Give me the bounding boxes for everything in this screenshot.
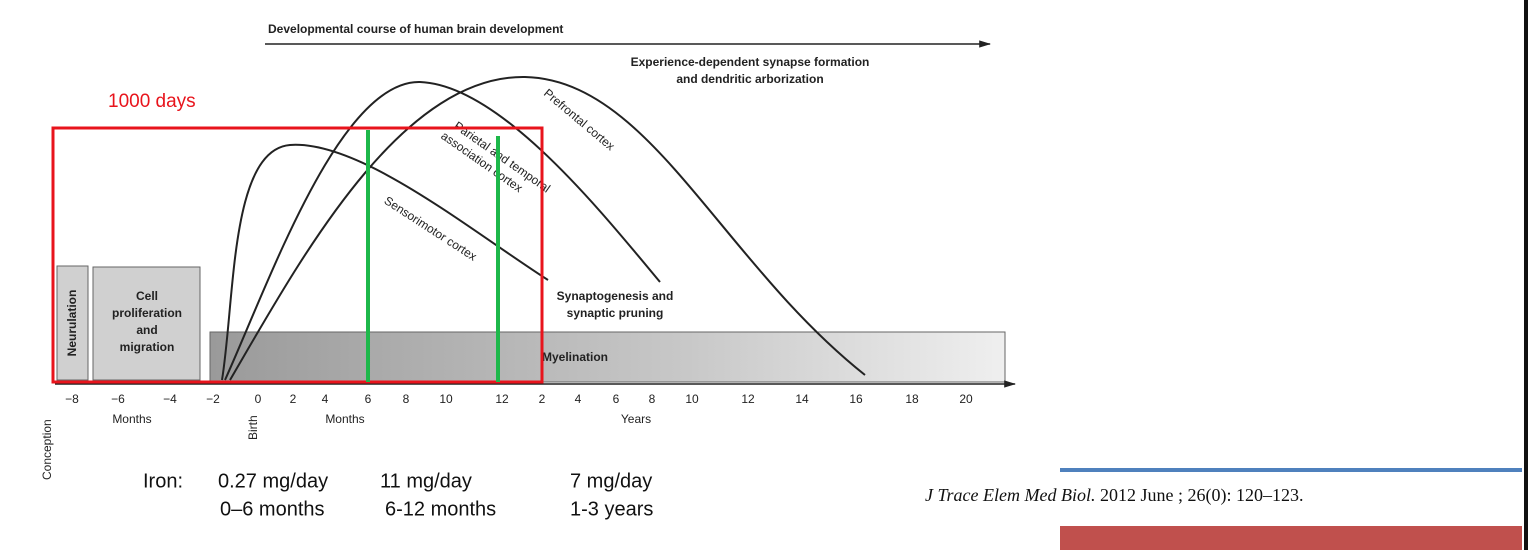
tick-label: −4 [163, 392, 177, 406]
curve-label: Sensorimotor cortex [382, 193, 480, 263]
unit-label: Months [325, 412, 364, 426]
iron-table: Iron: 0.27 mg/day 11 mg/day 7 mg/day 0–6… [143, 470, 653, 520]
highlight-label: 1000 days [108, 91, 196, 112]
unit-label: Years [621, 412, 651, 426]
dose: 7 mg/day [570, 470, 652, 492]
tick-label: 14 [795, 392, 809, 406]
curve [221, 143, 549, 381]
synapse-label: Synaptogenesis and [557, 289, 674, 303]
tick-label: 8 [403, 392, 410, 406]
tick-label: 20 [959, 392, 973, 406]
tick-label: −8 [65, 392, 79, 406]
tick-label: 6 [613, 392, 620, 406]
iron-label: Iron: [143, 470, 183, 492]
tick-label: 18 [905, 392, 919, 406]
top-label: and dendritic arborization [676, 72, 823, 86]
tick-label: 12 [495, 392, 509, 406]
box-label: and [136, 323, 157, 337]
tick-label: 6 [365, 392, 372, 406]
top-label: Experience-dependent synapse formation [631, 55, 870, 69]
age: 1-3 years [570, 498, 653, 520]
myelination-label: Myelination [542, 350, 608, 364]
tick-label: 4 [575, 392, 582, 406]
age: 0–6 months [220, 498, 325, 520]
box-label: Neurulation [65, 290, 79, 357]
tick-label: 2 [539, 392, 546, 406]
dose: 0.27 mg/day [218, 470, 328, 492]
myelination-band [209, 331, 1006, 383]
curve [229, 75, 866, 381]
tick-label: 8 [649, 392, 656, 406]
tick-label: −2 [206, 392, 220, 406]
highlight-box [51, 126, 544, 384]
footer-bar [1060, 526, 1522, 550]
tick-label: −6 [111, 392, 125, 406]
synapse-label: synaptic pruning [567, 306, 664, 320]
marker-label: Conception [40, 419, 54, 480]
tick-label: 16 [849, 392, 863, 406]
age: 6-12 months [385, 498, 496, 520]
neurulation-box [56, 265, 89, 381]
tick-label: 4 [322, 392, 329, 406]
marker-label: Birth [246, 415, 260, 440]
curve-label: Prefrontal cortex [541, 86, 617, 153]
tick-label: 10 [685, 392, 699, 406]
curve [224, 80, 661, 381]
tick-label: 2 [290, 392, 297, 406]
box-label: proliferation [112, 306, 182, 320]
dose: 11 mg/day [380, 470, 472, 492]
box-label: Cell [136, 289, 158, 303]
journal: J Trace Elem Med Biol. [925, 485, 1095, 505]
tick-labels: −8 −6 −4 −2 0 2 4 6 8 10 12 2 4 6 8 10 12 14 16 18 20 [65, 392, 973, 406]
title: Developmental course of human brain deve… [268, 22, 563, 36]
box-label: migration [120, 340, 175, 354]
cell-box [92, 266, 201, 381]
tick-label: 12 [741, 392, 755, 406]
unit-label: Months [112, 412, 151, 426]
figure: Developmental course of human brain deve… [40, 22, 1017, 480]
tick-label: 10 [439, 392, 453, 406]
citation: J Trace Elem Med Biol. 2012 June ; 26(0)… [925, 485, 1303, 506]
details: 2012 June ; 26(0): 120–123. [1100, 485, 1303, 506]
tick-label: 0 [255, 392, 262, 406]
